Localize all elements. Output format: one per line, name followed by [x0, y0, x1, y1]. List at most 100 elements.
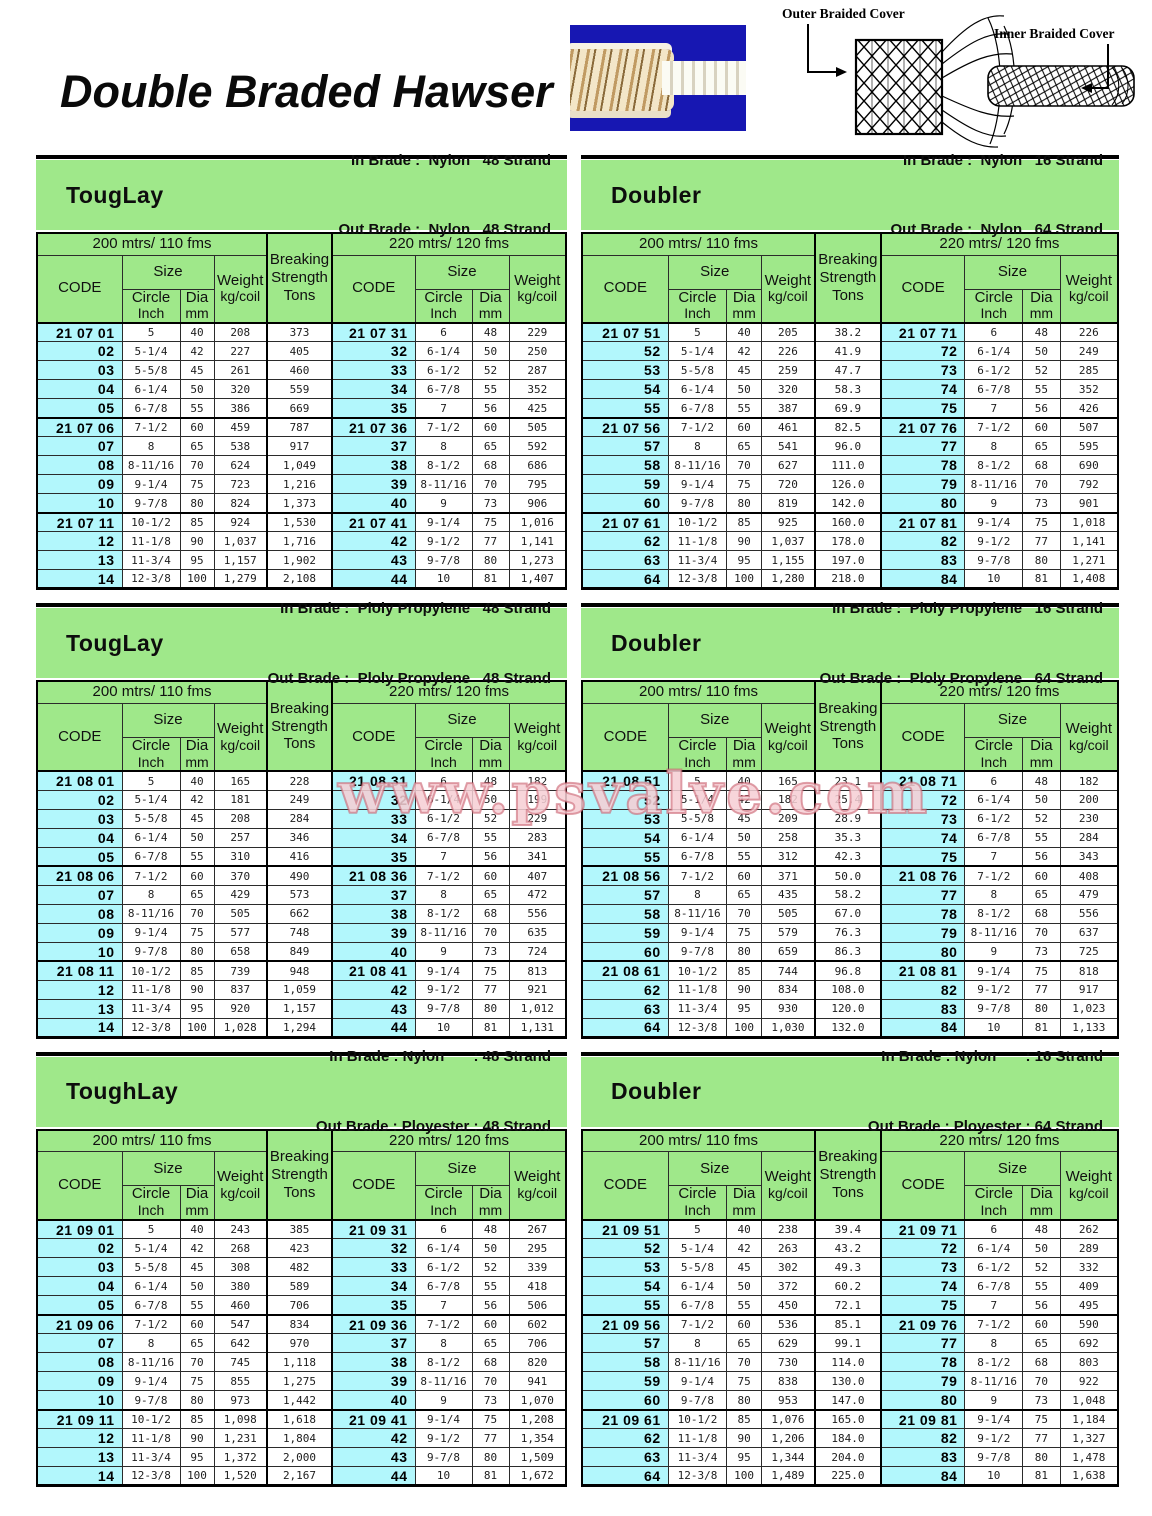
- weight-cell: 579: [760, 922, 816, 943]
- code-cell: 53: [581, 1257, 669, 1278]
- dia-mm-cell: 100: [179, 569, 215, 590]
- table-row: 62 11-1/8 90 834 108.0 82 9-1/2 77 917: [581, 979, 1119, 1000]
- circle-inch-cell: 7-1/2: [121, 416, 181, 438]
- weight-cell: 182: [760, 789, 816, 810]
- dia-mm-cell: 80: [1022, 1447, 1061, 1468]
- weight-cell: 408: [1059, 865, 1119, 886]
- weight-cell: 181: [213, 789, 268, 810]
- table-row: 21 08 11 10-1/2 85 739 948 21 08 41 9-1/4 75 813: [36, 960, 567, 981]
- circle-inch-cell: 7: [414, 1295, 473, 1316]
- dia-mm-header: Dia mm: [471, 736, 510, 772]
- circle-inch-cell: 5: [121, 321, 181, 343]
- size-header: Size: [121, 1151, 215, 1187]
- code-cell: 21 08 56: [581, 865, 669, 886]
- code-cell: 58: [581, 903, 669, 924]
- table-row: 57 8 65 541 96.0 77 8 65 595: [581, 436, 1119, 457]
- weight-cell: 744: [760, 960, 816, 981]
- dia-mm-cell: 75: [471, 960, 510, 981]
- code-cell: 79: [880, 1371, 966, 1392]
- code-header: CODE: [880, 1151, 966, 1221]
- out-brade-spec: Out Brade : Ployester : 48 Strand: [315, 1118, 551, 1136]
- circle-inch-cell: 8-1/2: [414, 455, 473, 476]
- in-brade-spec: In Brade : Nylon : 16 Strand: [881, 1048, 1103, 1066]
- breaking-strength-cell: 165.0: [813, 1408, 882, 1430]
- weight-cell: 541: [760, 436, 816, 457]
- circle-inch-cell: 6: [414, 770, 473, 791]
- code-cell: 77: [880, 1333, 966, 1354]
- circle-inch-cell: 6-1/2: [964, 808, 1024, 829]
- code-header: CODE: [331, 1151, 416, 1221]
- code-cell: 79: [880, 474, 966, 495]
- weight-cell: 387: [760, 398, 816, 419]
- code-cell: 63: [581, 1447, 669, 1468]
- circle-inch-cell: 9-7/8: [667, 941, 728, 962]
- dia-mm-cell: 75: [471, 511, 510, 533]
- weight-cell: 745: [213, 1352, 268, 1373]
- code-header: CODE: [331, 702, 416, 772]
- table-row: 21 08 01 5 40 165 228 21 08 31 6 48 182: [36, 770, 567, 791]
- dia-mm-cell: 60: [179, 865, 215, 886]
- code-cell: 21 08 81: [880, 960, 966, 981]
- dia-mm-cell: 90: [726, 1428, 762, 1449]
- span-200-header: 200 mtrs/ 110 fms: [581, 680, 816, 704]
- weight-cell: 1,489: [760, 1466, 816, 1487]
- table-head: 200 mtrs/ 110 fms Breaking Strength Tons…: [36, 1129, 567, 1221]
- weight-cell: 538: [213, 436, 268, 457]
- dia-mm-cell: 40: [726, 770, 762, 791]
- breaking-strength-cell: 589: [266, 1276, 333, 1297]
- circle-inch-cell: 9-1/2: [964, 531, 1024, 552]
- weight-cell: 941: [508, 1371, 567, 1392]
- breaking-strength-cell: 114.0: [813, 1352, 882, 1373]
- code-cell: 21 09 51: [581, 1218, 669, 1240]
- code-cell: 21 08 71: [880, 770, 966, 791]
- dia-mm-cell: 68: [471, 1352, 510, 1373]
- breaking-strength-cell: 184.0: [813, 1428, 882, 1449]
- circle-inch-cell: 5: [667, 1218, 728, 1240]
- spec-table-section: TougLay In Brade : Ploly Propylene 48 St…: [36, 600, 568, 1039]
- circle-inch-cell: 11-3/4: [667, 1447, 728, 1468]
- dia-mm-header: Dia mm: [471, 288, 510, 324]
- weight-header: Weight kg/coil: [508, 702, 567, 772]
- code-cell: 21 09 31: [331, 1218, 416, 1240]
- circle-inch-cell: 6-7/8: [964, 379, 1024, 400]
- dia-mm-cell: 55: [1022, 379, 1061, 400]
- table-row: 02 5-1/4 42 181 249 32 6-1/4 50 199: [36, 789, 567, 810]
- code-cell: 84: [880, 1466, 966, 1487]
- breaking-strength-cell: 1,049: [266, 455, 333, 476]
- weight-cell: 592: [508, 436, 567, 457]
- dia-mm-header: Dia mm: [471, 1185, 510, 1221]
- circle-inch-cell: 8-11/16: [414, 922, 473, 943]
- table-row: 05 6-7/8 55 460 706 35 7 56 506: [36, 1295, 567, 1316]
- weight-cell: 1,018: [1059, 511, 1119, 533]
- circle-inch-cell: 8: [414, 884, 473, 905]
- dia-mm-cell: 68: [1022, 455, 1061, 476]
- dia-mm-cell: 77: [471, 979, 510, 1000]
- dia-mm-cell: 52: [1022, 808, 1061, 829]
- code-cell: 55: [581, 846, 669, 867]
- dia-mm-cell: 90: [726, 979, 762, 1000]
- weight-cell: 332: [1059, 1257, 1119, 1278]
- weight-cell: 590: [1059, 1313, 1119, 1335]
- dia-mm-cell: 45: [726, 1257, 762, 1278]
- weight-cell: 285: [1059, 360, 1119, 381]
- circle-inch-cell: 8: [964, 884, 1024, 905]
- dia-mm-cell: 73: [471, 493, 510, 514]
- circle-inch-cell: 6-7/8: [414, 379, 473, 400]
- code-cell: 32: [331, 341, 416, 362]
- dia-mm-cell: 80: [179, 941, 215, 962]
- table-row: 04 6-1/4 50 380 589 34 6-7/8 55 418: [36, 1276, 567, 1297]
- code-cell: 44: [331, 1466, 416, 1487]
- dia-mm-cell: 75: [1022, 960, 1061, 981]
- code-cell: 21 09 36: [331, 1313, 416, 1335]
- weight-cell: 165: [760, 770, 816, 791]
- dia-mm-cell: 77: [471, 531, 510, 552]
- weight-cell: 536: [760, 1313, 816, 1335]
- code-cell: 72: [880, 1238, 966, 1259]
- weight-cell: 302: [760, 1257, 816, 1278]
- code-cell: 75: [880, 846, 966, 867]
- weight-cell: 505: [508, 416, 567, 438]
- table-row: 09 9-1/4 75 577 748 39 8-11/16 70 635: [36, 922, 567, 943]
- circle-inch-cell: 8: [414, 436, 473, 457]
- dia-mm-cell: 75: [179, 922, 215, 943]
- dia-mm-cell: 60: [726, 416, 762, 438]
